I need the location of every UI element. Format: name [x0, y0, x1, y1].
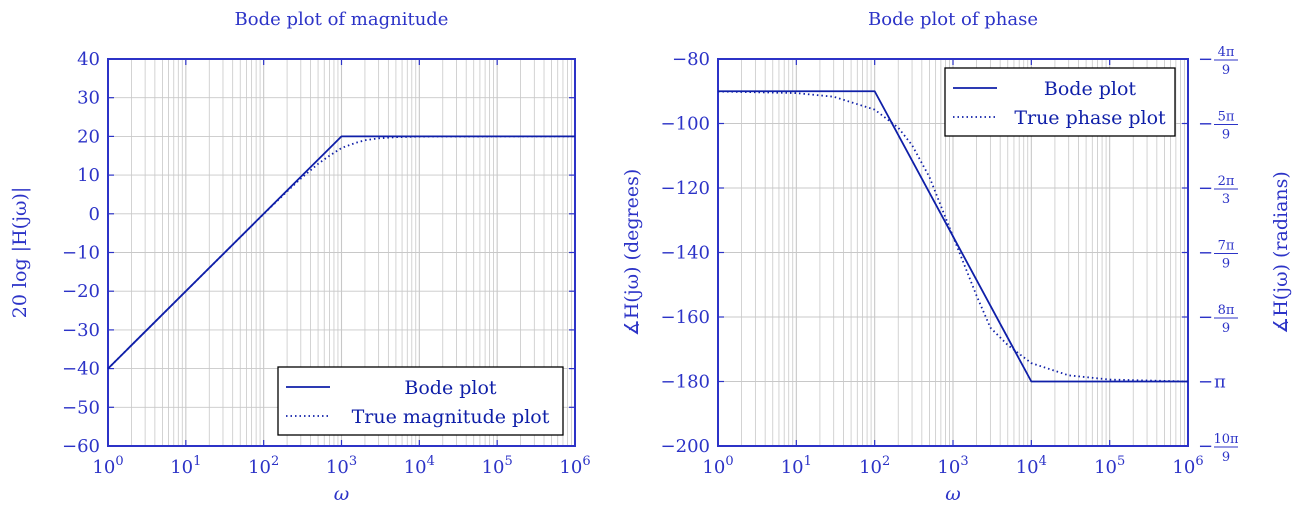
y-right-tick-numerator: 5π: [1218, 110, 1235, 125]
y-right-tick-numerator: 10π: [1213, 432, 1239, 447]
legend-label: True magnitude plot: [352, 406, 550, 428]
y-right-tick-numerator: 2π: [1218, 174, 1235, 189]
legend: Bode plot True magnitude plot: [277, 366, 564, 436]
y-right-tick-sign: −: [1198, 436, 1213, 457]
y-right-tick-numerator: 8π: [1218, 303, 1235, 318]
y-right-tick-sign: −: [1198, 178, 1213, 199]
x-tick-label: 104: [404, 454, 435, 478]
y-tick-label: −40: [62, 359, 100, 380]
y-right-tick-denominator: 9: [1222, 63, 1230, 78]
y-tick-label: 40: [77, 49, 100, 70]
y-right-tick-denominator: 9: [1222, 450, 1230, 465]
y-tick-label: −140: [661, 243, 710, 264]
chart-panel-2: 100 101 102 103 104 105 106 −80 −100 −120 −140 −160…: [621, 9, 1292, 505]
chart-title: Bode plot of phase: [868, 9, 1038, 30]
y-axis-label: ∡H(jω) (degrees): [621, 169, 643, 337]
x-tick-label: 104: [1016, 454, 1047, 478]
series-line-2: [107, 135, 575, 370]
y-tick-label: 10: [77, 165, 100, 186]
x-tick-label: 103: [937, 454, 968, 478]
y-tick-label: −160: [661, 307, 710, 328]
y-tick-label: −180: [661, 372, 710, 393]
x-tick-label: 100: [702, 454, 733, 478]
y-tick-label: −120: [661, 178, 710, 199]
y-tick-label: −30: [62, 320, 100, 341]
x-tick-label: 102: [248, 454, 279, 478]
chart-title: Bode plot of magnitude: [235, 9, 449, 30]
x-tick-label: 105: [1094, 454, 1125, 478]
y-tick-label: −200: [661, 436, 710, 457]
chart-panel-1: 100 101 102 103 104 105 106403020100−10−20−30−…: [9, 9, 591, 505]
y-tick-label: −20: [62, 281, 100, 302]
x-tick-label: 102: [859, 454, 890, 478]
legend-label: True phase plot: [1014, 107, 1166, 129]
x-tick-label: 105: [482, 454, 513, 478]
x-tick-label: 101: [170, 454, 201, 478]
y-tick-label: −100: [661, 114, 710, 135]
y-right-tick-numerator: 7π: [1218, 239, 1235, 254]
x-axis-label: ω: [945, 483, 961, 505]
legend: Bode plot True phase plot: [944, 67, 1176, 137]
y-right-tick-label: π: [1214, 372, 1226, 393]
y-tick-label: −10: [62, 243, 100, 264]
y-right-tick-sign: −: [1198, 243, 1213, 264]
y-tick-label: 30: [77, 88, 100, 109]
y-tick-label: −80: [672, 49, 710, 70]
x-tick-label: 106: [559, 454, 590, 478]
series-line-1: [107, 135, 575, 370]
y-right-tick-sign: −: [1198, 49, 1213, 70]
x-tick-label: 103: [326, 454, 357, 478]
y-tick-label: 20: [77, 126, 100, 147]
legend-box: [944, 67, 1176, 137]
x-tick-label: 106: [1172, 454, 1203, 478]
y-right-tick-sign: −: [1198, 307, 1213, 328]
y-right-tick-sign: −: [1198, 114, 1213, 135]
legend-box: [277, 366, 564, 436]
y-axis-label-right: ∡H(jω) (radians): [1270, 171, 1292, 334]
y-axis-label: 20 log |H(jω)|: [9, 187, 31, 319]
y-right-tick-denominator: 9: [1222, 128, 1230, 143]
y-right-tick-numerator: 4π: [1218, 45, 1235, 60]
y-tick-label: −60: [62, 436, 100, 457]
legend-label: Bode plot: [404, 377, 497, 399]
x-tick-label: 100: [92, 454, 123, 478]
y-right-tick-sign: −: [1198, 372, 1213, 393]
legend-label: Bode plot: [1044, 78, 1137, 100]
y-tick-label: 0: [89, 204, 100, 225]
y-right-tick-denominator: 3: [1222, 192, 1230, 207]
y-tick-label: −50: [62, 397, 100, 418]
x-tick-label: 101: [781, 454, 812, 478]
y-right-tick-denominator: 9: [1222, 257, 1230, 272]
series-line-2: [717, 90, 1189, 383]
x-axis-label: ω: [334, 483, 350, 505]
y-right-tick-denominator: 9: [1222, 321, 1230, 336]
